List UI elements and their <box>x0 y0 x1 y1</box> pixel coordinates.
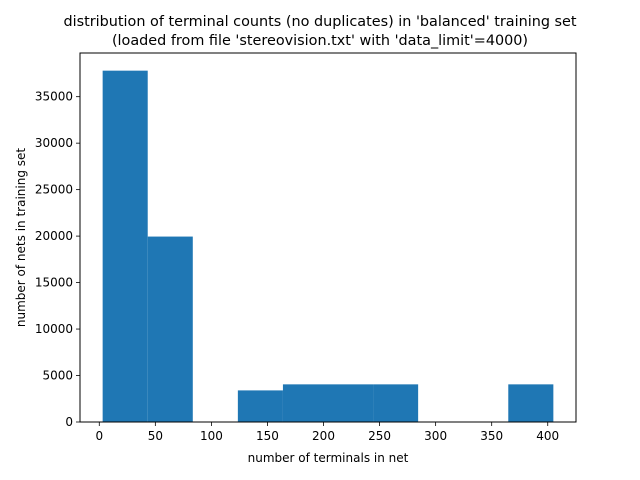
chart-title: distribution of terminal counts (no dupl… <box>63 14 576 49</box>
histogram-bar-3 <box>237 390 283 422</box>
y-axis-label: number of nets in training set <box>14 148 28 327</box>
y-tick-label: 30000 <box>35 136 73 150</box>
y-tick-label: 25000 <box>35 183 73 197</box>
chart-title-line2: (loaded from file 'stereovision.txt' wit… <box>112 33 528 49</box>
x-axis-ticks: 0 50 100 150 200 250 300 350 400 <box>95 422 559 443</box>
x-tick-label: 250 <box>368 429 391 443</box>
y-tick-label: 5000 <box>42 369 73 383</box>
y-axis-ticks: 0 5000 10000 15000 20000 25000 30000 35000 <box>35 90 80 429</box>
x-tick-label: 0 <box>95 429 103 443</box>
plot-frame <box>79 52 577 423</box>
x-tick-label: 400 <box>536 429 559 443</box>
x-axis-label: number of terminals in net <box>248 451 409 465</box>
x-tick-label: 300 <box>424 429 447 443</box>
histogram-bar-9 <box>508 384 554 422</box>
histogram-bar-6 <box>373 384 419 422</box>
bars-group <box>102 70 554 423</box>
x-tick-label: 350 <box>480 429 503 443</box>
histogram-bar-1 <box>147 236 193 422</box>
y-tick-label: 0 <box>65 415 73 429</box>
histogram-bar-0 <box>102 70 148 423</box>
histogram-bar-4 <box>282 384 328 422</box>
x-tick-label: 200 <box>312 429 335 443</box>
histogram-bar-5 <box>328 384 374 422</box>
chart-title-line1: distribution of terminal counts (no dupl… <box>63 14 576 30</box>
x-tick-label: 150 <box>256 429 279 443</box>
y-tick-label: 20000 <box>35 229 73 243</box>
y-tick-label: 35000 <box>35 90 73 104</box>
x-tick-label: 100 <box>200 429 223 443</box>
y-tick-label: 10000 <box>35 322 73 336</box>
x-tick-label: 50 <box>148 429 163 443</box>
y-tick-label: 15000 <box>35 276 73 290</box>
